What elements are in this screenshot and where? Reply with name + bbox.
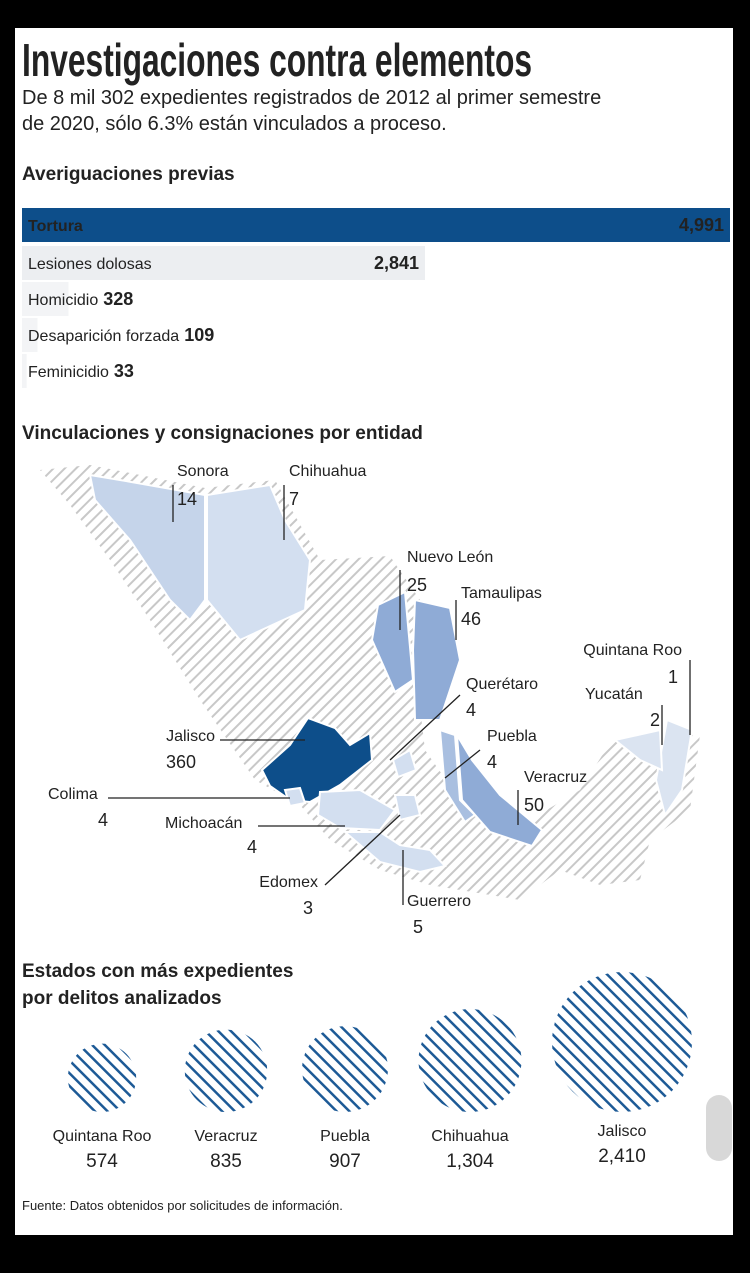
region-value: 50	[524, 795, 544, 815]
section-title: Averiguaciones previas	[22, 164, 235, 185]
region	[283, 786, 307, 808]
region-label: Nuevo León	[407, 549, 493, 566]
bubble	[67, 1043, 137, 1112]
bar-label: Feminicidio	[28, 364, 109, 381]
bubble	[184, 1029, 268, 1112]
region	[391, 748, 418, 779]
bar	[22, 318, 38, 352]
bubble-value: 574	[86, 1151, 118, 1172]
scroll-indicator	[706, 1095, 732, 1161]
region-label: Colima	[48, 786, 98, 803]
region-label: Tamaulipas	[461, 585, 542, 602]
leader-line	[324, 814, 401, 886]
bar-label: Lesiones dolosas	[28, 256, 152, 273]
value-label: 109	[184, 325, 214, 345]
bar	[22, 246, 426, 280]
section-title: Estados con más expedientes	[22, 961, 293, 982]
region-value: 4	[98, 810, 108, 830]
region-label: Yucatán	[585, 686, 643, 703]
region	[411, 598, 462, 721]
region	[393, 794, 422, 822]
bar	[22, 208, 730, 242]
region-value: 7	[289, 489, 299, 509]
region-value: 5	[413, 917, 423, 937]
region-value: 25	[407, 575, 427, 595]
value-label: 2,841	[374, 253, 419, 273]
region	[316, 788, 397, 832]
subtitle: De 8 mil 302 expedientes registrados de …	[22, 87, 601, 109]
bubble-label: Jalisco	[598, 1123, 647, 1140]
source: Fuente: Datos obtenidos por solicitudes …	[22, 1198, 343, 1213]
region-value: 14	[177, 489, 197, 509]
bubble	[552, 972, 692, 1112]
region-label: Michoacán	[165, 815, 242, 832]
region-label: Chihuahua	[289, 463, 367, 480]
bubble	[418, 1009, 522, 1112]
bar-label: Tortura	[28, 218, 83, 235]
value-label: 33	[114, 361, 134, 381]
value-label: 328	[103, 289, 133, 309]
leader-line	[444, 749, 481, 779]
bubble	[302, 1026, 388, 1112]
section-title: por delitos analizados	[22, 988, 222, 1009]
section-title: Vinculaciones y consignaciones por entid…	[22, 423, 423, 444]
region-value: 46	[461, 609, 481, 629]
value-label: 4,991	[679, 215, 724, 235]
bar-label: Desaparición forzada	[28, 328, 179, 345]
bar-label: Homicidio	[28, 292, 98, 309]
bubble-value: 1,304	[446, 1151, 494, 1172]
region-label: Veracruz	[524, 769, 587, 786]
region-value: 3	[303, 898, 313, 918]
region-label: Querétaro	[466, 676, 538, 693]
leader-line	[389, 694, 461, 761]
bubble-label: Quintana Roo	[53, 1128, 152, 1145]
region-label: Edomex	[259, 874, 318, 891]
region-label: Sonora	[177, 463, 229, 480]
region	[612, 728, 664, 772]
region-label: Jalisco	[166, 728, 215, 745]
title: Investigaciones contra elementos	[22, 34, 532, 86]
bubble-value: 835	[210, 1151, 242, 1172]
subtitle: de 2020, sólo 6.3% están vinculados a pr…	[22, 113, 447, 135]
bar	[22, 282, 69, 316]
bubble-label: Puebla	[320, 1128, 370, 1145]
bubble-label: Veracruz	[194, 1128, 257, 1145]
region	[654, 718, 694, 818]
bubble-value: 907	[329, 1151, 361, 1172]
region-value: 1	[668, 667, 678, 687]
region	[456, 734, 544, 848]
region-value: 360	[166, 752, 196, 772]
region-value: 4	[487, 752, 497, 772]
bubble-value: 2,410	[598, 1146, 646, 1167]
region-label: Puebla	[487, 728, 537, 745]
bubble-label: Chihuahua	[431, 1128, 509, 1145]
region-label: Guerrero	[407, 893, 471, 910]
region	[342, 831, 447, 874]
region-label: Quintana Roo	[583, 642, 682, 659]
region-value: 2	[650, 710, 660, 730]
bar	[22, 354, 27, 388]
region-value: 4	[247, 837, 257, 857]
region-value: 4	[466, 700, 476, 720]
region	[88, 473, 206, 622]
